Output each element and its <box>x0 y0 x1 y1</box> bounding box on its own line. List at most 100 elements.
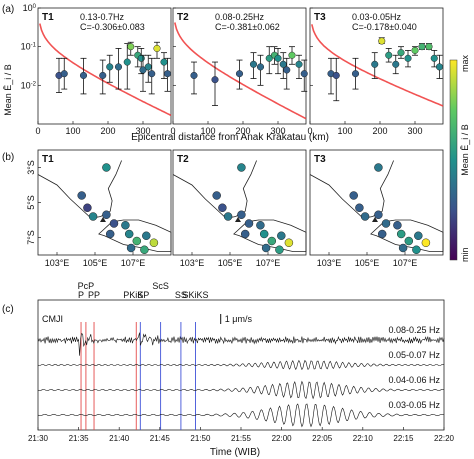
station-marker <box>355 203 364 212</box>
station-marker <box>377 229 387 239</box>
panel-b-maps: T1 103°E 105°E 107°E 3°S 5°S 7°S T2 103°E 105°E 10… <box>26 149 444 268</box>
data-point <box>60 70 68 78</box>
corr-label-T2: C=-0.381±0.062 <box>215 22 280 32</box>
trace <box>37 380 445 400</box>
data-point <box>190 71 198 80</box>
corr-label-T1: C=-0.306±0.083 <box>80 22 145 32</box>
data-point <box>283 66 291 74</box>
data-point <box>404 54 412 62</box>
station-marker <box>140 245 149 254</box>
station-marker <box>374 210 383 219</box>
data-point <box>235 70 244 78</box>
station-marker <box>275 245 284 254</box>
data-point <box>378 37 386 45</box>
station-marker <box>421 238 431 247</box>
scale-label: 1 μm/s <box>225 314 253 324</box>
panel-a-ylabel: Mean Ê_i / B <box>3 64 13 116</box>
station-marker <box>83 203 92 212</box>
y-tick-label: 3°S <box>26 160 36 175</box>
station-marker <box>244 219 254 228</box>
x-tick-label: 103°E <box>317 258 342 268</box>
data-point <box>160 58 168 66</box>
data-point <box>163 70 172 78</box>
x-tick-label: 300 <box>270 126 285 136</box>
band-label-T1: 0.13-0.7Hz <box>80 12 125 22</box>
x-tick-label: 21:45 <box>150 434 171 443</box>
station-marker <box>102 210 111 219</box>
data-point <box>153 44 161 52</box>
fit-curve-T3 <box>311 24 444 107</box>
station-marker <box>284 238 294 247</box>
station-marker <box>412 245 421 254</box>
coastline-java <box>233 219 307 252</box>
x-tick-label: 103°E <box>45 258 70 268</box>
phase-label: SKiKS <box>183 290 209 300</box>
x-tick-label: 0 <box>35 126 40 136</box>
trace <box>37 359 445 371</box>
fit-curve-T2 <box>174 22 307 120</box>
station-marker <box>88 212 98 221</box>
coastline-sumatra <box>37 160 122 219</box>
x-tick-label: 100 <box>337 126 352 136</box>
station-marker <box>240 229 250 239</box>
data-point <box>256 63 265 71</box>
coastline-sumatra <box>172 160 257 219</box>
data-point <box>211 76 219 84</box>
x-tick-label: 22:05 <box>312 434 333 443</box>
map-title: T3 <box>314 154 326 165</box>
data-point <box>371 60 379 68</box>
station-marker <box>381 219 391 228</box>
phase-label: SS <box>175 290 187 300</box>
volcano-icon <box>234 217 241 222</box>
data-point <box>274 54 282 62</box>
trace <box>37 332 445 356</box>
x-tick-label: 22:15 <box>393 434 414 443</box>
data-point <box>418 43 426 51</box>
fit-curve-T1 <box>39 23 172 117</box>
data-point <box>127 43 135 51</box>
x-tick-label: 22:00 <box>272 434 293 443</box>
colorbar-min: min <box>460 247 470 262</box>
y-tick-label: 10-1 <box>21 42 37 52</box>
map-title: T2 <box>177 154 189 165</box>
station-marker <box>223 212 233 221</box>
corr-label-T3: C=-0.178±0.040 <box>352 22 417 32</box>
panel-b-label: (b) <box>2 152 14 163</box>
station-marker <box>404 236 414 246</box>
data-point <box>114 63 123 71</box>
x-tick-label: 200 <box>100 126 115 136</box>
panel-title-T3: T3 <box>314 12 326 23</box>
station-marker <box>124 229 134 239</box>
data-point <box>397 49 405 57</box>
data-point <box>435 63 444 71</box>
station-marker <box>374 163 383 172</box>
trace-label: 0.05-0.07 Hz <box>388 350 440 360</box>
data-point <box>295 60 303 68</box>
x-tick-label: 100 <box>65 126 80 136</box>
station-marker <box>267 236 277 246</box>
colorbar <box>449 59 458 261</box>
coastline-java <box>370 219 444 252</box>
x-tick-label: 21:30 <box>28 434 49 443</box>
phase-label: ScS <box>152 281 169 291</box>
panel-c-xlabel: Time (WIB) <box>210 447 260 458</box>
x-tick-label: 105°E <box>218 258 243 268</box>
y-tick-label: 5°S <box>26 195 36 210</box>
station-marker <box>237 210 246 219</box>
station-marker <box>212 191 221 200</box>
band-label-T3: 0.03-0.05Hz <box>352 12 402 22</box>
data-point <box>392 60 400 68</box>
data-point <box>300 70 308 78</box>
station-marker <box>256 221 265 230</box>
phase-label: PKiKP <box>123 290 149 300</box>
station-label: CMJI <box>42 314 63 324</box>
phase-label: PcP <box>78 281 95 291</box>
x-tick-label: 103°E <box>180 258 205 268</box>
data-point <box>137 54 145 62</box>
trace <box>37 403 445 428</box>
x-tick-label: 21:35 <box>69 434 90 443</box>
x-tick-label: 107°E <box>393 258 418 268</box>
station-marker <box>218 203 227 212</box>
